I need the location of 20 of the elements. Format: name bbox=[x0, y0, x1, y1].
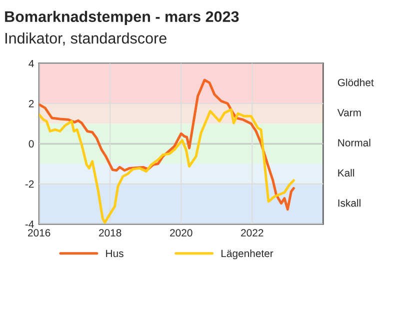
chart-title: Bomarknadstempen - mars 2023 bbox=[5, 10, 239, 26]
y-tick-label: -2 bbox=[25, 180, 34, 188]
band-label: Iskall bbox=[338, 199, 360, 207]
x-tick-label: 2018 bbox=[99, 229, 122, 237]
x-tick-label: 2020 bbox=[170, 229, 192, 237]
line-series bbox=[39, 108, 295, 224]
x-tick-label: 2022 bbox=[241, 229, 264, 237]
chart-subtitle: Indikator, standardscore bbox=[5, 32, 166, 46]
legend-label: Lägenheter bbox=[222, 249, 274, 260]
y-tick-label: 0 bbox=[28, 140, 34, 148]
band-label: Kall bbox=[338, 168, 354, 177]
legend-label: Hus bbox=[106, 250, 124, 258]
y-tick-label: 2 bbox=[28, 100, 34, 108]
band-label: Normal bbox=[338, 138, 370, 146]
band-label: Varm bbox=[337, 109, 361, 116]
x-tick-label: 2016 bbox=[28, 229, 50, 237]
line-series bbox=[39, 78, 295, 211]
y-tick-label: 4 bbox=[28, 60, 34, 68]
y-tick-label: -4 bbox=[25, 220, 34, 228]
band-label: Glödhet bbox=[338, 78, 374, 86]
